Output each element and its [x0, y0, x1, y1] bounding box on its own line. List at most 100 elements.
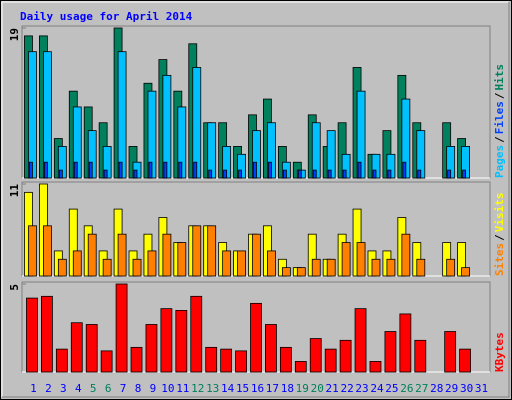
x-tick-label: 15	[236, 382, 249, 395]
bar	[356, 242, 366, 277]
bar	[282, 169, 287, 179]
bar	[327, 169, 332, 179]
chart-title: Daily usage for April 2014	[20, 10, 193, 23]
bar	[85, 324, 98, 373]
y-tick-label: 19	[8, 28, 21, 41]
bar	[207, 225, 217, 277]
legend-entry: Visits	[493, 193, 506, 233]
x-tick-label: 27	[415, 382, 428, 395]
bar	[178, 161, 183, 179]
bar	[192, 67, 202, 179]
bar	[29, 161, 33, 179]
x-tick-label: 5	[90, 382, 97, 395]
bar	[399, 313, 412, 373]
bar	[43, 225, 52, 277]
bar	[102, 258, 112, 277]
bar	[28, 51, 37, 179]
x-tick-label: 12	[191, 382, 204, 395]
x-tick-label: 26	[400, 382, 413, 395]
bar	[446, 258, 456, 277]
legend-entry: Sites	[493, 243, 506, 276]
x-tick-label: 30	[460, 382, 473, 395]
legend: Sites /Visits	[493, 193, 506, 277]
bar	[297, 169, 302, 179]
bar	[386, 258, 396, 277]
bar	[384, 331, 397, 373]
bar	[100, 350, 113, 373]
bar	[414, 339, 427, 373]
bar	[267, 250, 276, 277]
legend-separator: /	[493, 136, 506, 143]
x-tick-label: 31	[475, 382, 488, 395]
x-tick-label: 1	[30, 382, 37, 395]
legend: Pages/Files/Hits	[493, 64, 506, 178]
x-tick-label: 20	[311, 382, 324, 395]
bar	[57, 258, 67, 277]
bar	[369, 361, 382, 373]
bar	[208, 169, 213, 179]
bar	[177, 242, 187, 277]
bar	[117, 233, 127, 277]
bar	[190, 295, 203, 373]
bar	[41, 295, 53, 373]
bar	[354, 308, 367, 373]
bar	[238, 169, 242, 179]
bar	[55, 348, 68, 373]
y-tick-label: 5	[8, 284, 21, 291]
x-tick-label: 19	[296, 382, 309, 395]
bar	[160, 308, 173, 373]
bar	[103, 169, 108, 179]
legend-entry: KBytes	[493, 332, 506, 372]
x-tick-label: 10	[161, 382, 174, 395]
bar	[118, 161, 123, 179]
bar	[133, 169, 138, 179]
x-tick-label: 8	[135, 382, 142, 395]
x-tick-label: 23	[355, 382, 368, 395]
bar	[294, 361, 307, 373]
y-tick-label: 11	[8, 184, 21, 198]
bar	[117, 51, 127, 179]
bar	[250, 302, 262, 373]
bar	[444, 331, 457, 373]
bar	[339, 339, 352, 373]
bar	[87, 233, 97, 277]
x-tick-label: 22	[340, 382, 353, 395]
bar	[309, 338, 322, 373]
x-tick-label: 4	[75, 382, 82, 395]
bar	[58, 169, 63, 179]
bar	[371, 258, 381, 277]
bar	[162, 233, 172, 277]
x-tick-label: 9	[150, 382, 157, 395]
bar	[192, 225, 202, 277]
bar	[281, 267, 291, 277]
bar	[193, 161, 198, 179]
bar	[115, 283, 128, 373]
bar	[235, 350, 247, 373]
bar	[447, 169, 452, 179]
bar	[70, 322, 83, 373]
x-tick-label: 24	[370, 382, 384, 395]
bar	[342, 169, 347, 179]
legend-separator: /	[493, 92, 506, 99]
x-tick-label: 17	[266, 382, 279, 395]
bar	[220, 348, 233, 373]
bar	[145, 324, 158, 373]
bar	[132, 258, 142, 277]
bar	[268, 161, 272, 179]
x-tick-label: 11	[176, 382, 189, 395]
bar	[130, 346, 143, 373]
bar	[72, 250, 82, 277]
bar	[324, 348, 337, 373]
x-tick-label: 7	[120, 382, 127, 395]
bar	[88, 161, 93, 179]
bar	[26, 297, 38, 373]
legend-entry: Files	[493, 101, 506, 134]
x-tick-label: 21	[326, 382, 339, 395]
bar	[237, 250, 246, 277]
bar	[311, 258, 321, 277]
x-tick-label: 3	[60, 382, 67, 395]
x-tick-label: 29	[445, 382, 458, 395]
bar	[43, 51, 52, 179]
